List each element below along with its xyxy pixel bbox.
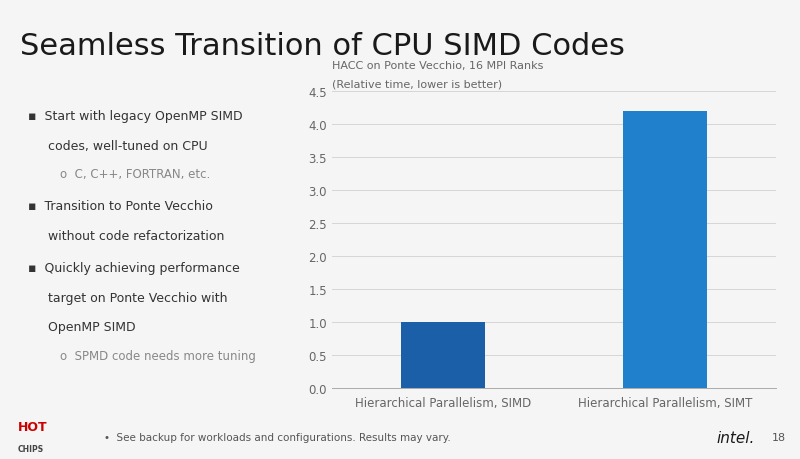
- Text: o  SPMD code needs more tuning: o SPMD code needs more tuning: [60, 349, 256, 362]
- Text: (Relative time, lower is better): (Relative time, lower is better): [332, 79, 502, 90]
- Text: OpenMP SIMD: OpenMP SIMD: [48, 320, 136, 333]
- Text: ▪  Quickly achieving performance: ▪ Quickly achieving performance: [28, 262, 240, 274]
- Text: HACC on Ponte Vecchio, 16 MPI Ranks: HACC on Ponte Vecchio, 16 MPI Ranks: [332, 61, 543, 71]
- Text: target on Ponte Vecchio with: target on Ponte Vecchio with: [48, 291, 227, 304]
- Text: o  C, C++, FORTRAN, etc.: o C, C++, FORTRAN, etc.: [60, 168, 210, 180]
- Text: HOT: HOT: [18, 420, 47, 433]
- Text: without code refactorization: without code refactorization: [48, 230, 224, 242]
- Text: Seamless Transition of CPU SIMD Codes: Seamless Transition of CPU SIMD Codes: [20, 32, 625, 61]
- Text: codes, well-tuned on CPU: codes, well-tuned on CPU: [48, 140, 208, 153]
- Text: ▪  Transition to Ponte Vecchio: ▪ Transition to Ponte Vecchio: [28, 200, 213, 213]
- Text: •  See backup for workloads and configurations. Results may vary.: • See backup for workloads and configura…: [104, 432, 450, 442]
- Text: 18: 18: [772, 432, 786, 442]
- Bar: [401, 322, 485, 388]
- Text: ▪  Start with legacy OpenMP SIMD: ▪ Start with legacy OpenMP SIMD: [28, 110, 242, 123]
- Text: intel.: intel.: [716, 430, 754, 445]
- Bar: [623, 112, 707, 388]
- Text: CHIPS: CHIPS: [18, 443, 44, 453]
